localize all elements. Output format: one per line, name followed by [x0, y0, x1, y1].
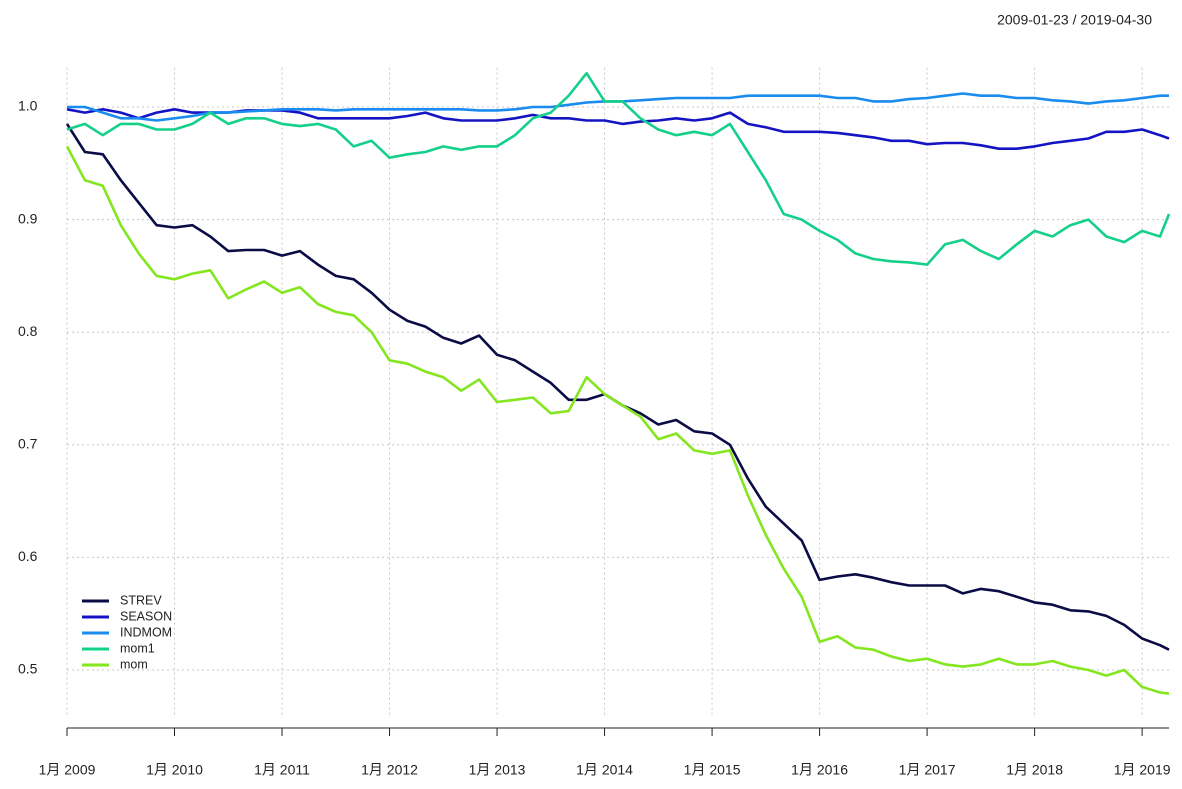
legend-label: mom — [120, 657, 148, 671]
x-tick-label: 1月 2011 — [254, 762, 310, 778]
y-tick-label: 0.6 — [18, 548, 38, 564]
legend-label: mom1 — [120, 641, 155, 655]
x-tick-label: 1月 2010 — [146, 762, 203, 778]
legend-label: STREV — [120, 593, 162, 607]
series-line — [66, 71, 1171, 266]
x-tick-label: 1月 2017 — [899, 762, 956, 778]
y-tick-label: 1.0 — [18, 98, 38, 114]
x-tick-label: 1月 2012 — [361, 762, 418, 778]
date-range-title: 2009-01-23 / 2019-04-30 — [997, 12, 1152, 28]
y-tick-label: 0.8 — [18, 323, 38, 339]
x-tick-label: 1月 2014 — [576, 762, 633, 778]
legend-label: SEASON — [120, 609, 172, 623]
y-tick-label: 0.7 — [18, 435, 38, 451]
x-tick-label: 1月 2016 — [791, 762, 848, 778]
series-line — [66, 108, 1170, 150]
series-line — [65, 145, 1170, 695]
y-tick-label: 0.5 — [18, 661, 38, 677]
series-line — [65, 123, 1170, 651]
x-tick-label: 1月 2019 — [1114, 762, 1171, 778]
x-tick-label: 1月 2009 — [39, 762, 96, 778]
x-tick-label: 1月 2018 — [1006, 762, 1063, 778]
x-tick-label: 1月 2013 — [469, 762, 526, 778]
legend-label: INDMOM — [120, 625, 172, 639]
y-tick-label: 0.9 — [18, 210, 38, 226]
x-tick-label: 1月 2015 — [684, 762, 741, 778]
